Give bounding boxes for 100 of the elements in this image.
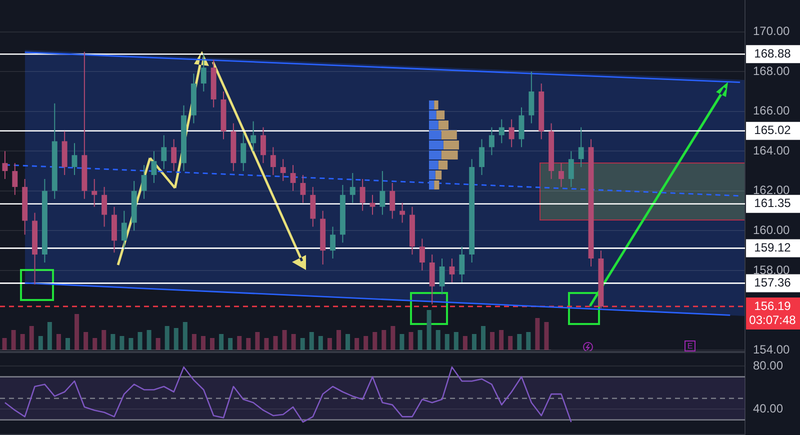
- y-tick-label: 166.00: [753, 104, 790, 118]
- bar: [444, 334, 450, 350]
- bar: [508, 336, 513, 350]
- bar: [480, 326, 486, 350]
- bar: [327, 338, 332, 350]
- bar: [372, 332, 378, 350]
- candlestick: [568, 150, 574, 188]
- bar: [382, 330, 386, 350]
- bar: [273, 336, 278, 350]
- y-tick-label: 170.00: [753, 24, 790, 38]
- bar: [291, 334, 296, 350]
- bar: [499, 330, 504, 350]
- y-tick-label: 164.00: [753, 143, 790, 158]
- bar: [38, 336, 43, 350]
- candlestick: [121, 210, 127, 250]
- bar: [418, 330, 422, 350]
- candlestick: [488, 126, 494, 156]
- bar: [102, 330, 106, 350]
- candlestick: [260, 126, 266, 164]
- bar: [300, 338, 305, 350]
- bar: [309, 332, 314, 350]
- candlestick: [270, 146, 276, 176]
- bar: [120, 336, 124, 350]
- y-tick-label: 158.00: [753, 262, 790, 277]
- candlestick: [290, 164, 296, 192]
- bar: [56, 334, 61, 350]
- bar: [11, 330, 16, 350]
- ref-line-label: 159.12: [754, 240, 792, 254]
- candlestick: [400, 202, 406, 224]
- candlestick: [459, 246, 465, 283]
- bar: [400, 334, 404, 350]
- candlestick: [330, 226, 336, 260]
- bar: [517, 334, 522, 350]
- candlestick: [390, 182, 396, 220]
- candlestick: [449, 258, 455, 283]
- bar: [146, 330, 152, 350]
- bar: [426, 310, 432, 350]
- bar: [354, 338, 360, 350]
- bar: [128, 338, 134, 350]
- candlestick: [578, 126, 584, 168]
- bar: [65, 338, 70, 350]
- candlestick: [72, 142, 78, 176]
- bar: [29, 326, 34, 350]
- bar: [92, 338, 98, 350]
- y-tick-label: 80.00: [753, 358, 784, 372]
- candlestick: [92, 178, 98, 208]
- candlestick: [2, 150, 8, 180]
- bar: [408, 332, 414, 350]
- bar: [264, 338, 269, 350]
- bar: [20, 334, 25, 350]
- candlestick: [300, 174, 306, 204]
- bar: [454, 332, 458, 350]
- annotation: E: [687, 342, 693, 351]
- candlestick: [200, 54, 206, 92]
- bar: [192, 334, 196, 350]
- bar: [472, 334, 476, 350]
- bar: [84, 332, 88, 350]
- candlestick: [350, 172, 356, 204]
- bar: [436, 330, 440, 350]
- bar: [74, 314, 80, 350]
- bar: [228, 338, 233, 350]
- y-tick-label: 160.00: [753, 223, 790, 237]
- bar: [390, 326, 396, 350]
- bar: [200, 336, 206, 350]
- bar: [282, 330, 287, 350]
- candlestick: [102, 186, 108, 228]
- bar: [490, 332, 495, 350]
- bar: [462, 336, 468, 350]
- bar: [2, 338, 7, 350]
- bar: [237, 336, 242, 350]
- bar: [535, 318, 540, 350]
- candlestick: [508, 118, 514, 148]
- candlestick: [558, 162, 564, 188]
- y-tick-label: 168.00: [753, 64, 790, 78]
- text: 03:07:48: [749, 312, 796, 327]
- candlestick: [12, 162, 18, 196]
- candlestick: [360, 178, 366, 212]
- bar: [164, 326, 170, 350]
- bar: [182, 322, 188, 350]
- bar: [156, 338, 160, 350]
- y-tick-label: 40.00: [753, 401, 784, 416]
- bar: [346, 334, 350, 350]
- candlestick: [141, 164, 147, 200]
- candlestick: [518, 106, 524, 148]
- candlestick: [370, 194, 376, 216]
- candlestick: [250, 120, 256, 152]
- candlestick: [171, 138, 177, 172]
- candlestick: [280, 158, 286, 182]
- ref-line-label: 165.02: [754, 123, 792, 138]
- bar: [110, 334, 116, 350]
- candlestick: [479, 138, 484, 176]
- ref-line-label: 156.19: [754, 298, 792, 313]
- candlestick: [161, 134, 167, 170]
- candlestick: [419, 238, 425, 271]
- candlestick: [439, 258, 445, 295]
- candlestick: [429, 254, 435, 305]
- candlestick: [498, 118, 504, 144]
- bar: [47, 322, 52, 350]
- bar: [246, 338, 251, 350]
- bar: [138, 332, 142, 350]
